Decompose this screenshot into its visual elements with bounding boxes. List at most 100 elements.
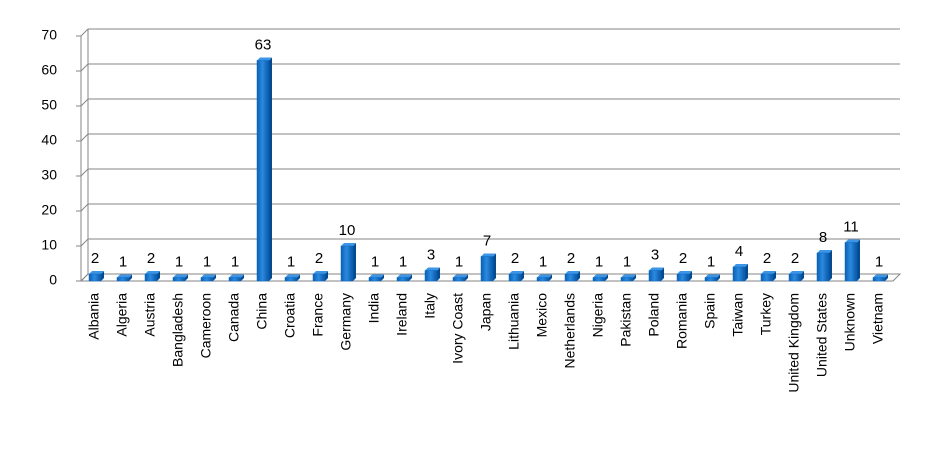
grid-line — [80, 28, 89, 37]
bar — [396, 277, 410, 282]
bar-top — [621, 274, 636, 278]
y-tick-label: 70 — [41, 27, 57, 43]
y-tick-label: 60 — [41, 62, 57, 78]
bar-top — [649, 267, 664, 271]
bar — [508, 273, 522, 282]
x-tick-label: Lithuania — [506, 293, 522, 350]
bar-top — [733, 264, 748, 267]
bar-top — [117, 274, 132, 278]
value-label: 7 — [483, 232, 491, 249]
bar-side — [829, 250, 832, 281]
bar-side — [241, 274, 244, 281]
bar-top — [677, 271, 692, 274]
value-label: 2 — [679, 250, 687, 267]
bar-top — [341, 243, 356, 246]
x-tick-label: Turkey — [758, 293, 774, 335]
bar — [144, 273, 158, 282]
value-label: 2 — [567, 250, 575, 267]
bar-side — [409, 274, 412, 281]
bar-top — [145, 271, 160, 274]
value-label: 2 — [315, 250, 323, 267]
bar — [676, 273, 690, 282]
bar — [368, 277, 382, 282]
x-tick-label: Italy — [422, 293, 438, 319]
value-label: 2 — [91, 250, 99, 267]
bar-top — [229, 274, 244, 278]
bar-top — [369, 274, 384, 278]
bar-side — [661, 267, 664, 281]
bar-side — [717, 274, 720, 281]
value-label: 1 — [119, 253, 127, 270]
bar — [816, 252, 830, 282]
bar — [312, 273, 326, 282]
bar-top — [173, 274, 188, 278]
value-label: 1 — [539, 253, 547, 270]
bar-side — [633, 274, 636, 281]
bar-top — [89, 271, 104, 274]
bar-top — [201, 274, 216, 278]
bar-top — [761, 271, 776, 274]
bar-side — [101, 271, 104, 281]
bar-top — [397, 274, 412, 278]
value-label: 8 — [819, 229, 827, 246]
bar-top — [593, 274, 608, 278]
value-label: 1 — [287, 253, 295, 270]
bar-side — [549, 274, 552, 281]
x-tick-label: Croatia — [282, 293, 298, 338]
grid-line — [80, 273, 89, 282]
x-tick-label: Ivory Coast — [450, 293, 466, 364]
value-label: 1 — [399, 253, 407, 270]
bar — [648, 270, 662, 282]
bar — [844, 242, 858, 282]
bar-side — [521, 271, 524, 281]
bar-side — [857, 239, 860, 281]
y-tick-label: 50 — [41, 97, 57, 113]
bar-side — [297, 274, 300, 281]
bar — [732, 266, 746, 282]
grid-line — [80, 238, 89, 247]
x-tick-label: Germany — [338, 293, 354, 351]
bar-top — [257, 57, 272, 61]
bar — [592, 277, 606, 282]
value-label: 2 — [147, 250, 155, 267]
x-tick-label: Canada — [226, 293, 242, 342]
x-tick-label: Unknown — [842, 293, 858, 351]
y-tick-label: 30 — [41, 167, 57, 183]
bar-side — [801, 271, 804, 281]
x-tick-label: Vietnam — [870, 293, 886, 344]
bar — [424, 270, 438, 282]
x-tick-label: Nigeria — [590, 293, 606, 338]
bar — [228, 277, 242, 282]
x-tick-label: Bangladesh — [170, 293, 186, 367]
value-label: 63 — [255, 36, 272, 53]
x-tick-label: United States — [814, 293, 830, 377]
bar — [704, 277, 718, 282]
grid-line — [80, 203, 89, 212]
x-tick-label: Romania — [674, 293, 690, 349]
grid-line — [80, 63, 89, 72]
bar-side — [213, 274, 216, 281]
bar — [340, 245, 354, 282]
x-tick-label: Taiwan — [730, 293, 746, 337]
bar — [172, 277, 186, 282]
bar-top — [509, 271, 524, 274]
value-label: 4 — [735, 243, 743, 260]
x-tick-label: Mexico — [534, 293, 550, 338]
value-label: 1 — [455, 253, 463, 270]
value-label: 1 — [595, 253, 603, 270]
bar-side — [381, 274, 384, 281]
bar — [872, 277, 886, 282]
x-tick-label: Algeria — [114, 293, 130, 337]
x-tick-label: Cameroon — [198, 293, 214, 358]
bar-side — [465, 274, 468, 281]
x-tick-label: Spain — [702, 293, 718, 329]
value-label: 11 — [843, 218, 859, 235]
x-tick-label: India — [366, 293, 382, 324]
x-tick-label: Albania — [86, 293, 102, 340]
value-label: 1 — [875, 253, 883, 270]
bar-top — [705, 274, 720, 278]
y-tick-label: 40 — [41, 132, 57, 148]
x-tick-label: Austria — [142, 293, 158, 337]
grid-line — [80, 133, 89, 142]
